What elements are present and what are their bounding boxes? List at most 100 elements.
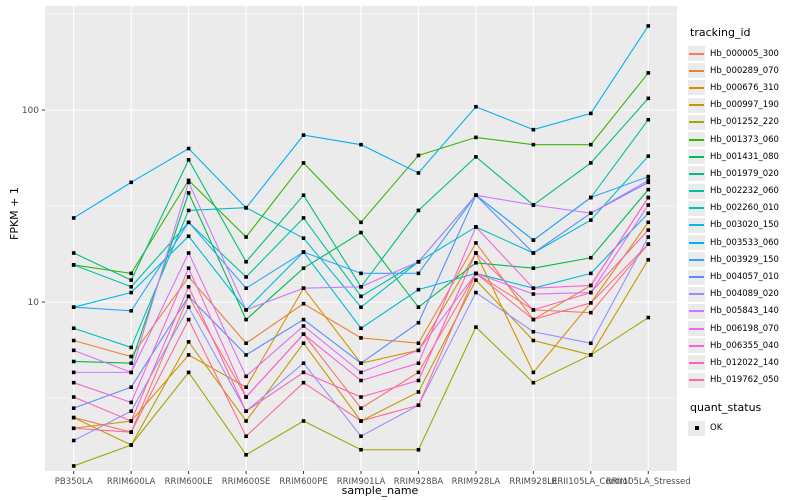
legend-item: Hb_001431_080	[688, 148, 800, 165]
data-point	[71, 406, 76, 410]
legend-key	[688, 183, 705, 199]
data-point	[359, 395, 363, 399]
y-tick-label: 10	[28, 298, 40, 308]
data-point	[186, 370, 191, 375]
legend-label: Hb_006198_070	[710, 323, 779, 334]
data-point	[589, 211, 593, 216]
data-point	[531, 142, 536, 147]
x-tick-label: RRIM600LE	[165, 477, 213, 487]
data-point	[186, 294, 191, 299]
data-point	[589, 290, 593, 295]
legend-label: Hb_003020_150	[710, 220, 779, 231]
data-point	[474, 290, 478, 295]
data-point	[589, 161, 593, 165]
data-point	[244, 409, 248, 413]
legend-key	[688, 132, 705, 148]
data-point	[301, 341, 306, 346]
data-point	[71, 464, 76, 468]
data-point	[646, 154, 651, 158]
legend-label: Hb_000676_310	[710, 82, 779, 93]
data-point	[71, 438, 76, 443]
data-point	[186, 220, 191, 225]
data-point	[71, 348, 76, 353]
data-point	[129, 278, 133, 282]
data-point	[301, 361, 306, 366]
data-point	[244, 317, 248, 322]
data-point	[646, 96, 651, 101]
data-point	[646, 178, 651, 183]
data-point	[416, 153, 421, 158]
data-point	[129, 345, 133, 350]
legend-key	[688, 321, 705, 337]
legend-line-swatch	[689, 361, 704, 364]
x-tick-label: RRIM928BA	[394, 477, 444, 487]
data-point	[71, 326, 76, 331]
data-point	[589, 111, 593, 116]
data-point	[129, 354, 133, 359]
data-point	[301, 266, 306, 270]
legend-key	[688, 63, 705, 79]
data-point	[646, 117, 651, 122]
legend-key	[688, 217, 705, 233]
data-point	[186, 146, 191, 151]
data-point	[416, 259, 421, 264]
point-legend-label: OK	[710, 423, 723, 434]
data-point	[186, 158, 191, 162]
filled-square-icon	[694, 426, 699, 431]
data-point	[244, 275, 248, 279]
point-legend-item: OK	[688, 420, 800, 437]
data-point	[416, 361, 421, 366]
data-point	[646, 211, 651, 216]
data-point	[531, 329, 536, 334]
data-point	[474, 261, 478, 265]
data-point	[646, 71, 651, 75]
legend-key	[688, 200, 705, 216]
data-point	[301, 236, 306, 240]
data-point	[531, 127, 536, 132]
legend-line-swatch	[689, 86, 704, 89]
data-point	[244, 385, 248, 389]
legend-label: Hb_000005_300	[710, 48, 779, 59]
legend-line-swatch	[689, 52, 704, 55]
data-point	[474, 193, 478, 197]
data-point	[359, 406, 363, 410]
x-tick-label: RRIM600LA	[107, 477, 156, 487]
data-point	[531, 370, 536, 375]
legend-key	[688, 97, 705, 113]
data-point	[416, 305, 421, 309]
data-point	[531, 292, 536, 296]
point-legend-title: quant_status	[690, 400, 762, 414]
data-point	[71, 359, 76, 364]
point-legend-items: OK	[688, 420, 800, 437]
data-point	[416, 378, 421, 383]
legend-line-swatch	[689, 293, 704, 296]
data-point	[301, 419, 306, 423]
legend-line-swatch	[689, 138, 704, 141]
y-tick-label: 100	[22, 106, 39, 116]
data-point	[186, 178, 191, 183]
data-point	[71, 251, 76, 255]
data-point	[129, 409, 133, 413]
legend-key	[688, 80, 705, 96]
legend-line-swatch	[689, 155, 704, 158]
data-point	[589, 341, 593, 346]
legend-line-swatch	[689, 224, 704, 227]
data-point	[129, 284, 133, 289]
x-tick-label: RRII105LA_Stressed	[606, 477, 691, 487]
data-point	[646, 257, 651, 262]
legend-item: Hb_006355_040	[688, 337, 800, 354]
legend-key	[688, 355, 705, 371]
data-point	[646, 235, 651, 239]
legend-item: Hb_003533_060	[688, 234, 800, 251]
data-point	[129, 308, 133, 313]
y-axis-title: FPKM + 1	[8, 187, 21, 240]
data-point	[71, 395, 76, 399]
data-point	[646, 195, 651, 200]
legend-line-swatch	[689, 379, 704, 382]
x-tick-label: RRIM928LA	[452, 477, 501, 487]
legend-label: Hb_001979_020	[710, 168, 779, 179]
x-axis-title: sample_name	[341, 484, 419, 497]
legend-line-swatch	[689, 172, 704, 175]
legend-line-swatch	[689, 121, 704, 124]
data-point	[416, 341, 421, 346]
